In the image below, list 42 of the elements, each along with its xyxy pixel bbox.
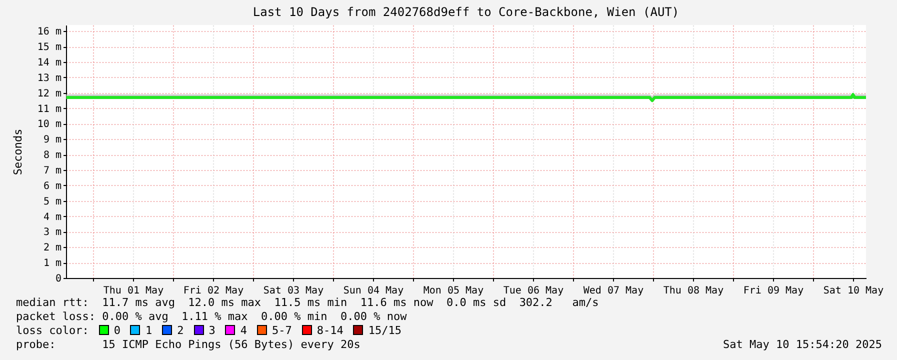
y-tick-label: 16 m [37, 26, 62, 38]
text: 3 [208, 324, 216, 337]
text: probe: 15 ICMP Echo Pings (56 Bytes) every 20s [16, 338, 360, 351]
text: 0 [114, 324, 120, 337]
text: 4 [240, 324, 247, 337]
x-tick-label: Thu 08 May [663, 286, 724, 296]
text: Sat May 10 15:54:20 2025 [723, 338, 882, 352]
text: 8-14 [316, 324, 344, 337]
y-tick-label: 5 m [43, 196, 62, 208]
text: packet loss: 0.00 % avg 1.11 % max 0.00 % min 0.00 % now [16, 310, 408, 324]
text: 2 [177, 324, 184, 337]
x-tick-label: Tue 06 May [503, 286, 564, 296]
y-tick-label: 10 m [37, 119, 62, 130]
y-tick-label: 0 [55, 274, 62, 284]
x-tick-label: Wed 07 May [583, 286, 644, 296]
text: 1 [145, 324, 152, 337]
x-tick-label: Fri 02 May [183, 286, 244, 296]
y-tick-label: 12 m [37, 88, 62, 100]
y-tick-label: 6 m [43, 180, 62, 192]
y-tick-label: 7 m [43, 166, 62, 177]
y-tick-label: 2 m [43, 242, 62, 254]
x-tick-label: Sat 10 May [823, 286, 884, 296]
y-tick-label: 11 m [37, 104, 62, 115]
x-tick-label: Sat 03 May [263, 286, 324, 296]
text: loss color: [16, 324, 89, 337]
y-tick-label: 13 m [37, 72, 62, 84]
y-tick-label: 4 m [43, 212, 62, 223]
x-tick-label: Mon 05 May [423, 286, 484, 296]
y-tick-label: 8 m [43, 150, 62, 162]
y-tick-label: 15 m [37, 42, 62, 54]
y-tick-label: 14 m [37, 58, 62, 69]
y-tick-label: 9 m [43, 134, 62, 146]
y-axis-title: Seconds [11, 128, 24, 176]
x-tick-label: Fri 09 May [743, 286, 804, 296]
y-tick-label: 3 m [43, 227, 62, 238]
text: 5-7 [272, 324, 292, 337]
x-tick-label: Sun 04 May [343, 286, 404, 296]
x-tick-label: Thu 01 May [103, 286, 164, 296]
y-tick-label: 1 m [43, 258, 62, 270]
chart-title: Last 10 Days from 2402768d9eff to Core-Backbone, Wien (AUT) [252, 5, 680, 19]
text: 15/15 [368, 324, 402, 337]
text: median rtt: 11.7 ms avg 12.0 ms max 11.5 ms min 11.6 ms now 0.0 ms sd 302.2 am/s [16, 296, 600, 310]
